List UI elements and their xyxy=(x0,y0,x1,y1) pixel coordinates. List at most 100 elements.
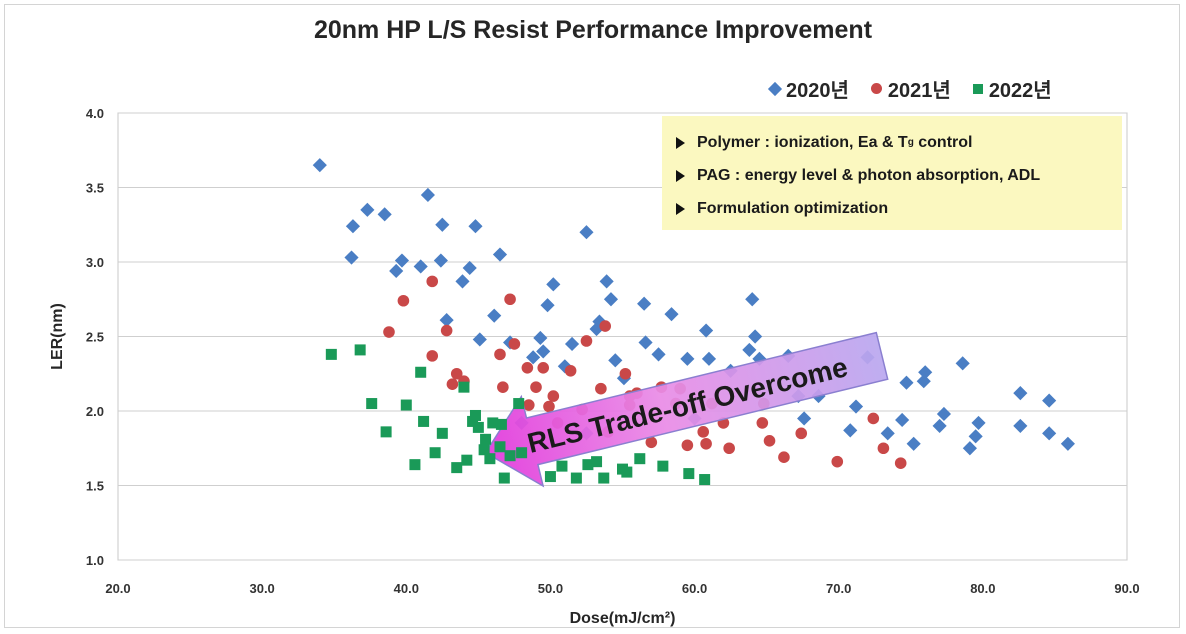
data-point-2020 xyxy=(462,260,477,276)
bullet-triangle-icon xyxy=(676,169,685,182)
legend-marker-2022 xyxy=(972,83,983,94)
data-point-2022 xyxy=(436,427,448,439)
data-point-2022 xyxy=(504,450,516,462)
data-point-2020 xyxy=(918,365,933,380)
annotation-text-polymer: Polymer : ionization, Ea & T xyxy=(697,133,908,151)
data-point-2021 xyxy=(700,437,712,450)
annotation-line-pag: PAG : energy level & photon absorption, … xyxy=(676,159,1108,192)
data-point-2020 xyxy=(962,441,977,456)
data-point-2022 xyxy=(683,468,695,480)
data-point-2022 xyxy=(415,366,427,378)
data-point-2022 xyxy=(325,348,337,360)
data-point-2022 xyxy=(591,456,603,468)
chart-frame xyxy=(4,4,1180,628)
data-point-2020 xyxy=(651,347,666,362)
data-point-2021 xyxy=(494,348,506,361)
data-point-2020 xyxy=(435,217,450,232)
data-point-2022 xyxy=(469,409,481,421)
data-point-2020 xyxy=(916,374,931,389)
data-point-2020 xyxy=(603,292,619,307)
data-point-2021 xyxy=(697,426,710,438)
data-point-2020 xyxy=(1013,386,1028,401)
y-tick-label: 3.0 xyxy=(86,255,104,270)
data-point-2021 xyxy=(504,293,516,306)
data-point-2020 xyxy=(637,296,652,311)
x-axis-label: Dose(mJ/cm²) xyxy=(570,610,676,627)
data-point-2020 xyxy=(536,344,551,359)
data-point-2020 xyxy=(546,277,561,292)
data-point-2020 xyxy=(439,313,454,328)
data-point-2022 xyxy=(598,472,610,484)
y-tick-label: 4.0 xyxy=(86,106,104,121)
data-point-2022 xyxy=(494,441,506,453)
data-point-2021 xyxy=(877,442,890,455)
data-point-2020 xyxy=(745,292,760,307)
data-point-2020 xyxy=(906,436,921,451)
data-point-2022 xyxy=(621,466,633,478)
x-tick-label: 80.0 xyxy=(970,581,995,596)
data-point-2021 xyxy=(645,436,658,449)
bullet-triangle-icon xyxy=(676,202,685,215)
data-point-2022 xyxy=(516,447,528,459)
data-point-2021 xyxy=(763,435,776,447)
data-point-2021 xyxy=(426,275,439,288)
data-point-2022 xyxy=(484,453,496,465)
data-point-2021 xyxy=(867,412,880,425)
data-point-2020 xyxy=(955,356,970,371)
data-point-2020 xyxy=(748,329,763,344)
data-point-2021 xyxy=(397,294,410,307)
data-point-2021 xyxy=(599,320,612,332)
data-point-2020 xyxy=(742,342,757,357)
x-tick-label: 70.0 xyxy=(826,581,851,596)
annotation-text-formulation: Formulation optimization xyxy=(697,199,889,217)
data-point-2020 xyxy=(1060,436,1075,451)
data-point-2020 xyxy=(932,418,947,433)
x-tick-label: 40.0 xyxy=(394,581,419,596)
data-point-2020 xyxy=(638,335,653,350)
data-point-2022 xyxy=(498,472,510,484)
data-point-2020 xyxy=(492,247,508,262)
y-tick-label: 1.5 xyxy=(86,479,104,494)
data-point-2022 xyxy=(467,415,479,427)
data-point-2020 xyxy=(797,411,812,426)
bullet-triangle-icon xyxy=(676,136,685,149)
legend-label-2021: 2021년 xyxy=(887,80,951,102)
x-tick-label: 60.0 xyxy=(682,581,707,596)
annotation-text-pag: PAG : energy level & photon absorption, … xyxy=(697,166,1041,184)
data-point-2021 xyxy=(723,442,735,455)
data-point-2020 xyxy=(344,250,359,265)
data-point-2020 xyxy=(843,423,858,438)
data-point-2022 xyxy=(451,462,463,474)
data-point-2020 xyxy=(468,219,483,234)
x-tick-label: 30.0 xyxy=(249,581,274,596)
y-tick-label: 2.5 xyxy=(86,330,104,345)
data-point-2022 xyxy=(461,454,473,466)
data-point-2021 xyxy=(450,367,463,380)
data-point-2020 xyxy=(664,307,679,322)
data-point-2021 xyxy=(440,324,453,337)
trade-off-arrow xyxy=(484,331,889,488)
data-point-2020 xyxy=(579,225,594,240)
data-point-2020 xyxy=(1013,418,1028,433)
data-point-2021 xyxy=(547,390,560,402)
chart-legend: 2020년 2021년 2022년 xyxy=(767,74,1052,103)
data-point-2020 xyxy=(599,274,614,289)
data-point-2022 xyxy=(472,421,484,433)
data-point-2020 xyxy=(895,412,910,428)
data-point-2020 xyxy=(936,406,952,422)
y-axis-label: LER(nm) xyxy=(49,303,66,370)
data-point-2022 xyxy=(478,444,490,456)
data-point-2022 xyxy=(657,460,669,472)
data-point-2021 xyxy=(523,399,535,411)
data-point-2020 xyxy=(608,353,623,368)
data-point-2020 xyxy=(413,259,428,274)
data-point-2020 xyxy=(540,298,555,313)
legend-label-2022: 2022년 xyxy=(988,80,1052,102)
data-point-2021 xyxy=(446,378,459,390)
data-point-2021 xyxy=(530,381,542,393)
data-point-2020 xyxy=(455,274,470,289)
annotation-line-formulation: Formulation optimization xyxy=(676,192,1108,225)
data-point-2022 xyxy=(429,447,441,459)
